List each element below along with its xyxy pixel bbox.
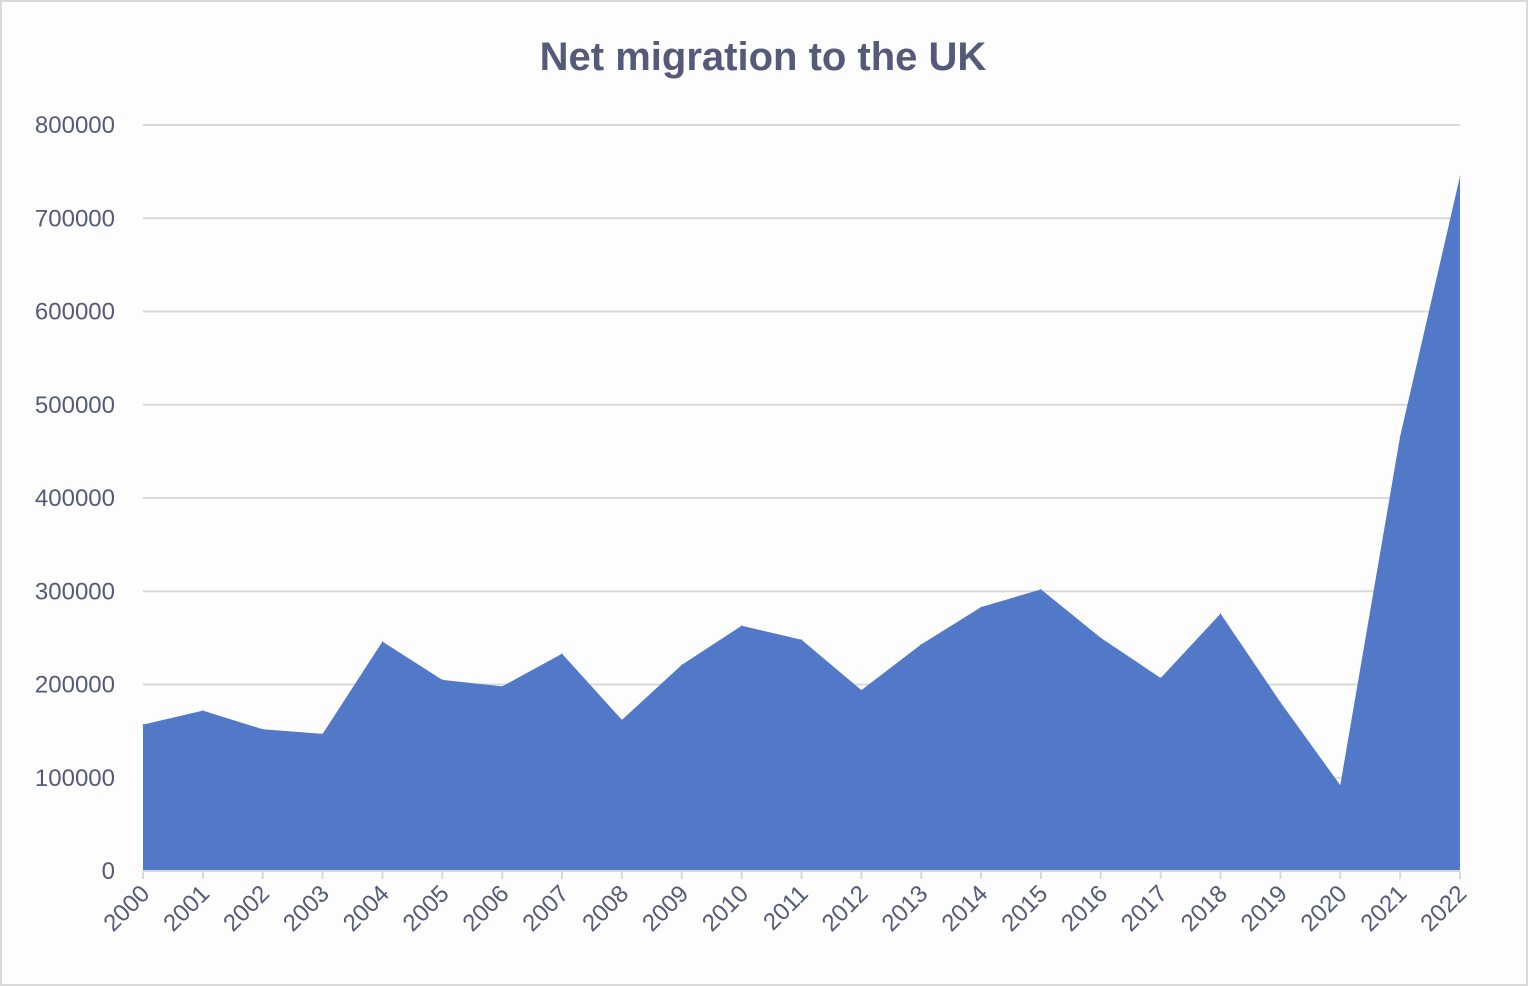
data-point <box>381 641 383 643</box>
x-tick-label: 2019 <box>1236 880 1293 937</box>
data-point <box>1100 637 1102 639</box>
data-point <box>980 606 982 608</box>
y-tick-label: 300000 <box>35 578 115 605</box>
y-tick-label: 700000 <box>35 205 115 232</box>
data-point <box>441 679 443 681</box>
x-tick-label: 2004 <box>338 880 395 937</box>
x-tick-label: 2010 <box>697 880 754 937</box>
data-point <box>142 724 144 726</box>
data-point <box>741 625 743 627</box>
data-point <box>860 689 862 691</box>
data-point <box>801 639 802 641</box>
x-tick-label: 2020 <box>1296 880 1353 937</box>
x-tick-label: 2002 <box>218 880 275 937</box>
data-point <box>1279 701 1281 703</box>
data-point <box>501 685 503 687</box>
y-tick-label: 0 <box>102 858 115 885</box>
data-point <box>1339 784 1341 786</box>
data-point <box>561 653 563 655</box>
chart-title: Net migration to the UK <box>540 35 987 79</box>
data-point <box>1040 588 1042 590</box>
data-point <box>262 728 264 730</box>
data-point <box>1459 175 1461 177</box>
y-tick-label: 400000 <box>35 485 115 512</box>
y-tick-label: 100000 <box>35 765 115 792</box>
data-point <box>1399 435 1401 437</box>
x-tick-label: 2021 <box>1356 880 1413 937</box>
x-tick-label: 2016 <box>1056 880 1113 937</box>
x-tick-label: 2014 <box>936 880 993 937</box>
x-tick-label: 2013 <box>877 880 934 937</box>
x-tick-label: 2001 <box>158 880 215 937</box>
area-series <box>143 176 1460 872</box>
x-tick-label: 2007 <box>517 880 574 937</box>
x-tick-label: 2018 <box>1176 880 1233 937</box>
data-point <box>1220 613 1222 615</box>
x-tick-label: 2006 <box>458 880 515 937</box>
data-point <box>202 710 204 712</box>
x-tick-label: 2003 <box>278 880 335 937</box>
data-point <box>1160 677 1162 679</box>
data-point <box>681 664 683 666</box>
y-tick-label: 500000 <box>35 392 115 419</box>
x-tick-label: 2017 <box>1116 880 1173 937</box>
x-tick-label: 2005 <box>398 880 455 937</box>
x-tick-label: 2000 <box>98 880 155 937</box>
x-tick-label: 2011 <box>758 880 814 936</box>
data-point <box>322 733 324 735</box>
data-point <box>621 719 623 721</box>
x-tick-label: 2008 <box>577 880 634 937</box>
x-tick-label: 2009 <box>637 880 694 937</box>
data-point <box>920 643 922 645</box>
x-tick-label: 2015 <box>996 880 1053 937</box>
y-tick-label: 800000 <box>35 112 115 139</box>
x-tick-label: 2012 <box>817 880 874 937</box>
y-tick-label: 600000 <box>35 299 115 326</box>
y-tick-label: 200000 <box>35 672 115 699</box>
x-tick-label: 2022 <box>1415 880 1472 937</box>
